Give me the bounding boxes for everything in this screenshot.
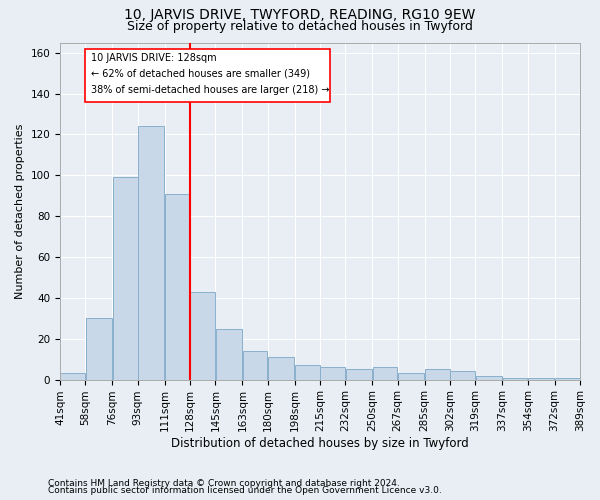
Bar [138, 126, 164, 380]
Bar [476, 376, 502, 380]
Bar [450, 372, 475, 380]
X-axis label: Distribution of detached houses by size in Twyford: Distribution of detached houses by size … [171, 437, 469, 450]
Bar [555, 378, 580, 380]
Bar [113, 178, 137, 380]
FancyBboxPatch shape [85, 48, 331, 102]
Bar [86, 318, 112, 380]
Y-axis label: Number of detached properties: Number of detached properties [15, 124, 25, 298]
Text: 10 JARVIS DRIVE: 128sqm: 10 JARVIS DRIVE: 128sqm [91, 52, 217, 62]
Bar [528, 378, 554, 380]
Text: Contains public sector information licensed under the Open Government Licence v3: Contains public sector information licen… [48, 486, 442, 495]
Bar [320, 368, 345, 380]
Text: ← 62% of detached houses are smaller (349): ← 62% of detached houses are smaller (34… [91, 69, 310, 79]
Text: Size of property relative to detached houses in Twyford: Size of property relative to detached ho… [127, 20, 473, 33]
Bar [346, 370, 372, 380]
Bar [398, 374, 424, 380]
Bar [165, 194, 190, 380]
Bar [190, 292, 215, 380]
Bar [215, 328, 242, 380]
Bar [60, 374, 85, 380]
Text: 38% of semi-detached houses are larger (218) →: 38% of semi-detached houses are larger (… [91, 85, 330, 95]
Bar [373, 368, 397, 380]
Bar [503, 378, 527, 380]
Text: 10, JARVIS DRIVE, TWYFORD, READING, RG10 9EW: 10, JARVIS DRIVE, TWYFORD, READING, RG10… [124, 8, 476, 22]
Bar [425, 370, 450, 380]
Bar [295, 366, 320, 380]
Text: Contains HM Land Registry data © Crown copyright and database right 2024.: Contains HM Land Registry data © Crown c… [48, 478, 400, 488]
Bar [242, 351, 268, 380]
Bar [268, 357, 295, 380]
